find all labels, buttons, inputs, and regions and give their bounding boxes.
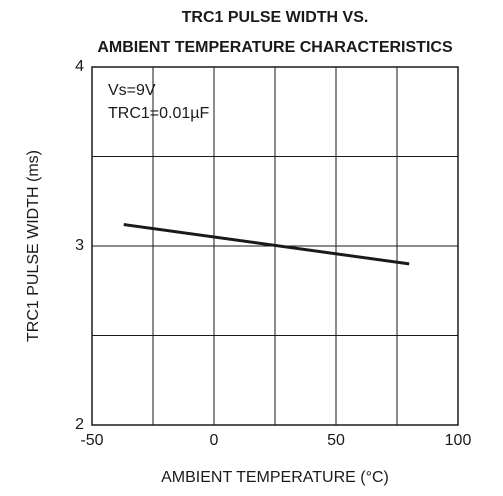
x-axis-label: AMBIENT TEMPERATURE (°C) [161, 469, 389, 486]
x-tick-label: 50 [327, 432, 345, 449]
plot-frame [91, 66, 459, 426]
y-axis-label: TRC1 PULSE WIDTH (ms) [25, 150, 42, 342]
x-tick-label: 100 [445, 432, 472, 449]
annotation: Vs=9V [108, 82, 156, 99]
x-tick-label: -50 [80, 432, 103, 449]
annotation: TRC1=0.01µF [108, 105, 209, 122]
y-tick-label: 2 [75, 416, 84, 433]
y-tick-label: 3 [75, 237, 84, 254]
y-tick-label: 4 [75, 58, 84, 75]
chart-title: AMBIENT TEMPERATURE CHARACTERISTICS [97, 39, 453, 56]
chart-title: TRC1 PULSE WIDTH VS. [182, 9, 369, 26]
line [123, 223, 410, 266]
x-tick-label: 0 [210, 432, 219, 449]
